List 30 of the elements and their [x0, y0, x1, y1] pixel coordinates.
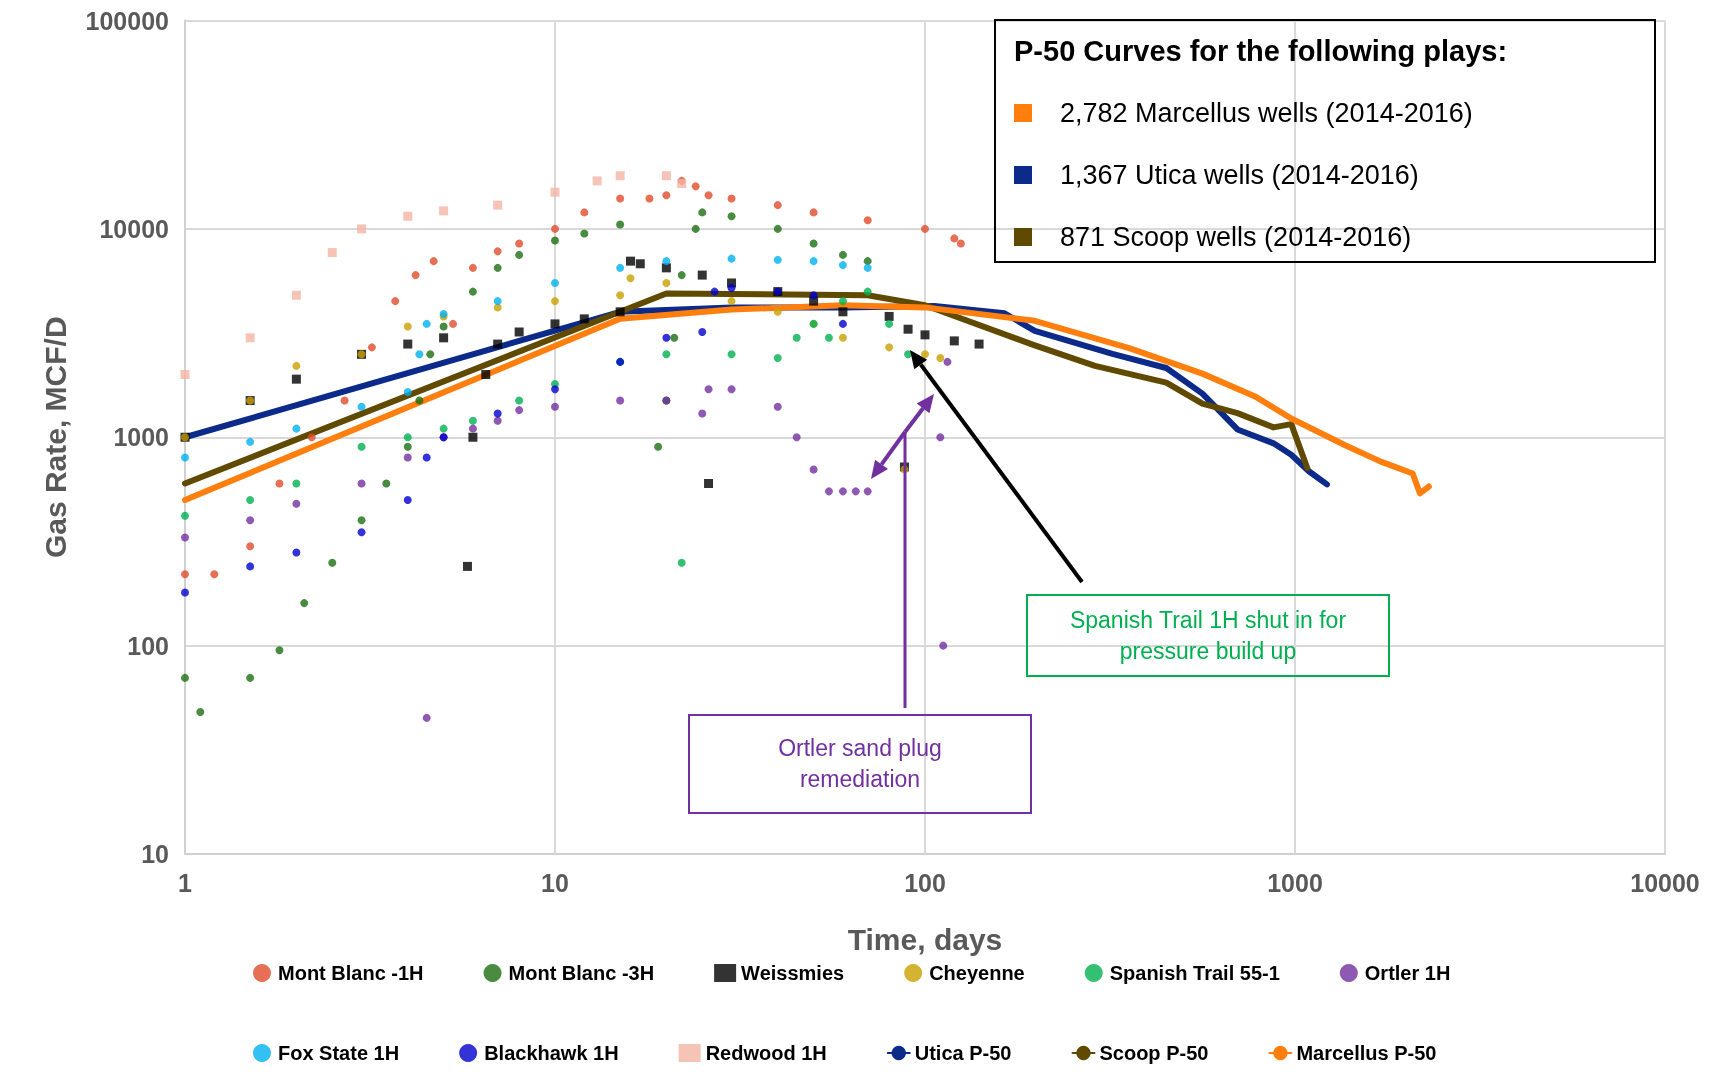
x-tick-label: 1	[178, 868, 193, 897]
annotation: 1,367 Utica wells (2014-2016)	[1060, 159, 1419, 191]
x-tick-label: 10000	[1630, 868, 1700, 897]
legend-label: Mont Blanc -1H	[278, 962, 424, 984]
y-tick-label: 100000	[85, 6, 169, 35]
y-tick-label: 1000	[113, 423, 169, 452]
x-axis-title: Time, days	[847, 922, 1003, 956]
annotation: 2,782 Marcellus wells (2014-2016)	[1060, 97, 1473, 129]
y-axis-title: Gas Rate, MCF/D	[38, 316, 72, 559]
annotation: Ortler sand plug remediation	[777, 734, 943, 794]
legend-label: Blackhawk 1H	[484, 1042, 619, 1064]
legend-label: Weissmies	[741, 962, 845, 984]
legend-label: Marcellus P-50	[1296, 1042, 1437, 1064]
y-tick-label: 100	[127, 631, 169, 660]
legend-label: Fox State 1H	[278, 1042, 400, 1064]
annotation: Spanish Trail 1H shut in for pressure build up	[1068, 605, 1348, 666]
x-tick-label: 1000	[1267, 868, 1323, 897]
y-tick-label: 10000	[99, 214, 169, 243]
legend-label: Ortler 1H	[1364, 962, 1451, 984]
legend-label: Cheyenne	[929, 962, 1025, 984]
legend-label: Spanish Trail 55-1	[1109, 962, 1280, 984]
x-tick-label: 100	[904, 868, 946, 897]
legend-label: Utica P-50	[914, 1042, 1012, 1064]
y-tick-label: 10	[141, 840, 169, 868]
legend-label: Scoop P-50	[1099, 1042, 1209, 1064]
annotation: 871 Scoop wells (2014-2016)	[1060, 221, 1412, 253]
legend-label: Redwood 1H	[705, 1042, 827, 1064]
x-tick-label: 10	[541, 868, 569, 897]
legend-label: Mont Blanc -3H	[508, 962, 655, 984]
annotation: P-50 Curves for the following plays:	[1014, 35, 1509, 68]
